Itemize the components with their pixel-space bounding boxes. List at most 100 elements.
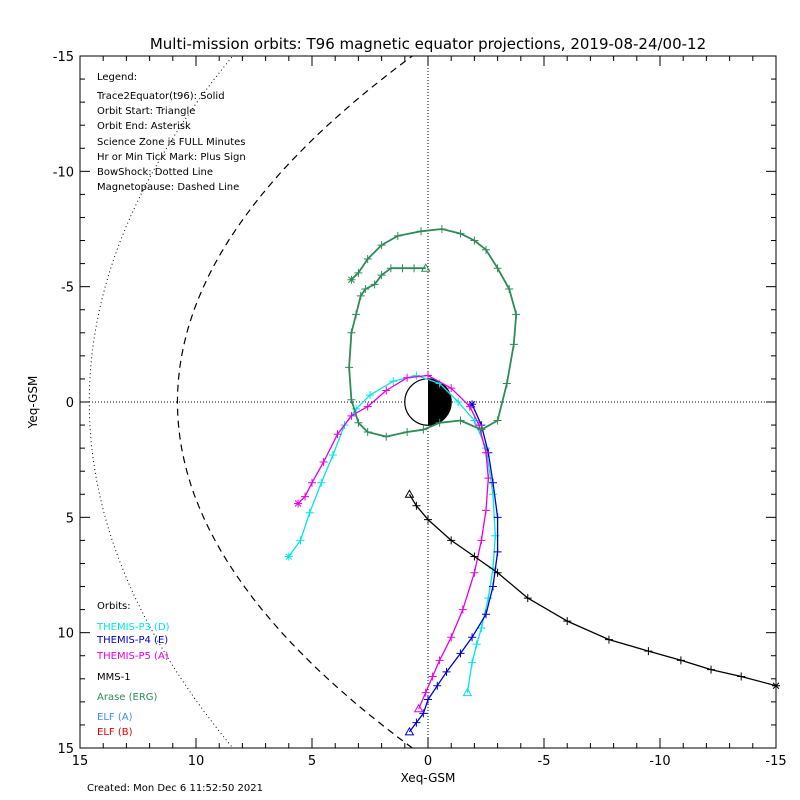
- orbit-tick-mark: [377, 271, 386, 280]
- orbit-end-asterisk: [468, 400, 477, 409]
- series-mms-1: [404, 489, 780, 690]
- orbit-tick-mark: [428, 672, 437, 681]
- y-tick-label: 10: [57, 627, 74, 642]
- series-themis-p3-d: [284, 371, 500, 697]
- orbit-tick-mark: [488, 490, 497, 499]
- orbit-tick-mark: [468, 633, 477, 642]
- x-tick-label: -5: [538, 754, 551, 769]
- orbit-tick-mark: [412, 371, 421, 380]
- y-tick-label: 15: [57, 742, 74, 757]
- y-tick-label: -10: [53, 165, 74, 180]
- orbit-label-themis-p4: THEMIS-P4 (E): [96, 635, 168, 646]
- orbit-tick-mark: [737, 672, 746, 681]
- orbit-label-arase: Arase (ERG): [97, 692, 158, 703]
- orbit-tick-mark: [419, 425, 428, 434]
- orbit-tick-mark: [370, 280, 379, 289]
- orbits-legend: Orbits: THEMIS-P3 (D) THEMIS-P4 (E) THEM…: [96, 601, 170, 738]
- orbit-tick-mark: [488, 582, 497, 591]
- magnetopause-line: [176, 56, 414, 748]
- y-tick-label: 0: [66, 396, 74, 411]
- orbit-tick-mark: [382, 432, 391, 441]
- orbit-tick-mark: [604, 635, 613, 644]
- orbit-tick-mark: [317, 478, 326, 487]
- orbit-tick-mark: [347, 395, 356, 404]
- orbit-tick-mark: [482, 610, 490, 619]
- x-tick-label: 5: [308, 754, 316, 769]
- orbit-tick-mark: [442, 667, 451, 676]
- orbit-tick-mark: [308, 478, 316, 487]
- orbit-tick-mark: [296, 536, 305, 545]
- orbit-tick-mark: [563, 617, 572, 626]
- orbit-series: [284, 225, 780, 736]
- orbit-line: [288, 374, 496, 693]
- orbit-tick-mark: [328, 451, 337, 460]
- created-timestamp: Created: Mon Dec 6 11:52:50 2021: [87, 783, 263, 794]
- orbit-tick-mark: [386, 264, 395, 273]
- series-themis-p4-e: [404, 400, 502, 736]
- orbit-tick-mark: [484, 474, 493, 483]
- x-tick-label: 0: [424, 754, 432, 769]
- orbit-tick-mark: [488, 478, 497, 487]
- x-tick-label: 15: [72, 754, 89, 769]
- orbit-tick-mark: [437, 225, 446, 233]
- orbit-tick-mark: [512, 310, 521, 319]
- orbit-tick-mark: [417, 227, 426, 236]
- earth-symbol: [404, 378, 452, 426]
- orbit-tick-mark: [456, 649, 465, 658]
- orbit-tick-mark: [421, 688, 430, 697]
- orbit-tick-mark: [447, 536, 456, 545]
- orbit-tick-mark: [301, 492, 310, 501]
- orbit-tick-mark: [354, 418, 363, 427]
- series-themis-p5-a: [294, 371, 493, 713]
- x-tick-label: -10: [649, 754, 670, 769]
- orbit-tick-mark: [482, 506, 490, 515]
- orbit-tick-mark: [477, 425, 486, 434]
- x-axis-label: Xeq-GSM: [401, 771, 456, 785]
- orbit-label-themis-p5: THEMIS-P5 (A): [96, 651, 169, 662]
- orbit-label-elf-a: ELF (A): [97, 712, 133, 723]
- orbit-tick-mark: [470, 236, 479, 245]
- orbit-tick-mark: [377, 241, 386, 250]
- orbit-tick-mark: [347, 328, 356, 337]
- orbit-tick-mark: [447, 633, 456, 642]
- orbit-tick-mark: [363, 402, 372, 411]
- orbit-tick-mark: [398, 264, 407, 273]
- legend-line: Orbit Start: Triangle: [97, 106, 195, 117]
- orbit-tick-mark: [403, 373, 412, 382]
- orbit-tick-mark: [493, 568, 502, 577]
- orbit-end-asterisk: [284, 552, 293, 561]
- orbit-tick-mark: [707, 665, 716, 674]
- orbit-tick-mark: [523, 594, 532, 603]
- orbit-tick-mark: [354, 268, 363, 277]
- orbits-heading: Orbits:: [97, 601, 131, 612]
- orbit-tick-mark: [424, 695, 432, 704]
- orbit-tick-mark: [363, 427, 372, 436]
- orbit-tick-mark: [470, 568, 479, 577]
- legend-line: Magnetopause: Dashed Line: [97, 182, 239, 193]
- legend-line: Science Zone is FULL Minutes: [97, 137, 246, 148]
- y-tick-label: -5: [61, 281, 74, 296]
- y-tick-label: 5: [66, 511, 74, 526]
- orbit-tick-mark: [676, 656, 685, 665]
- legend-heading: Legend:: [97, 72, 137, 83]
- orbit-tick-mark: [361, 284, 370, 293]
- orbit-tick-mark: [435, 418, 444, 427]
- orbit-tick-mark: [389, 377, 398, 386]
- legend-line: Orbit End: Asterisk: [97, 121, 191, 132]
- orbit-tick-mark: [644, 647, 653, 656]
- orbit-start-triangle: [420, 263, 431, 272]
- orbit-start-triangle: [462, 687, 473, 697]
- orbit-start-triangle: [404, 489, 415, 498]
- orbit-end-asterisk: [347, 275, 356, 284]
- orbit-tick-mark: [356, 291, 365, 300]
- orbit-tick-mark: [477, 624, 486, 633]
- orbit-tick-mark: [465, 402, 474, 411]
- orbit-tick-mark: [493, 264, 502, 273]
- y-tick-label: -15: [53, 50, 74, 65]
- earth-night-side: [428, 378, 452, 426]
- orbit-tick-mark: [509, 340, 518, 349]
- orbit-tick-mark: [482, 245, 490, 254]
- orbit-tick-mark: [424, 515, 432, 524]
- orbit-tick-mark: [403, 427, 412, 436]
